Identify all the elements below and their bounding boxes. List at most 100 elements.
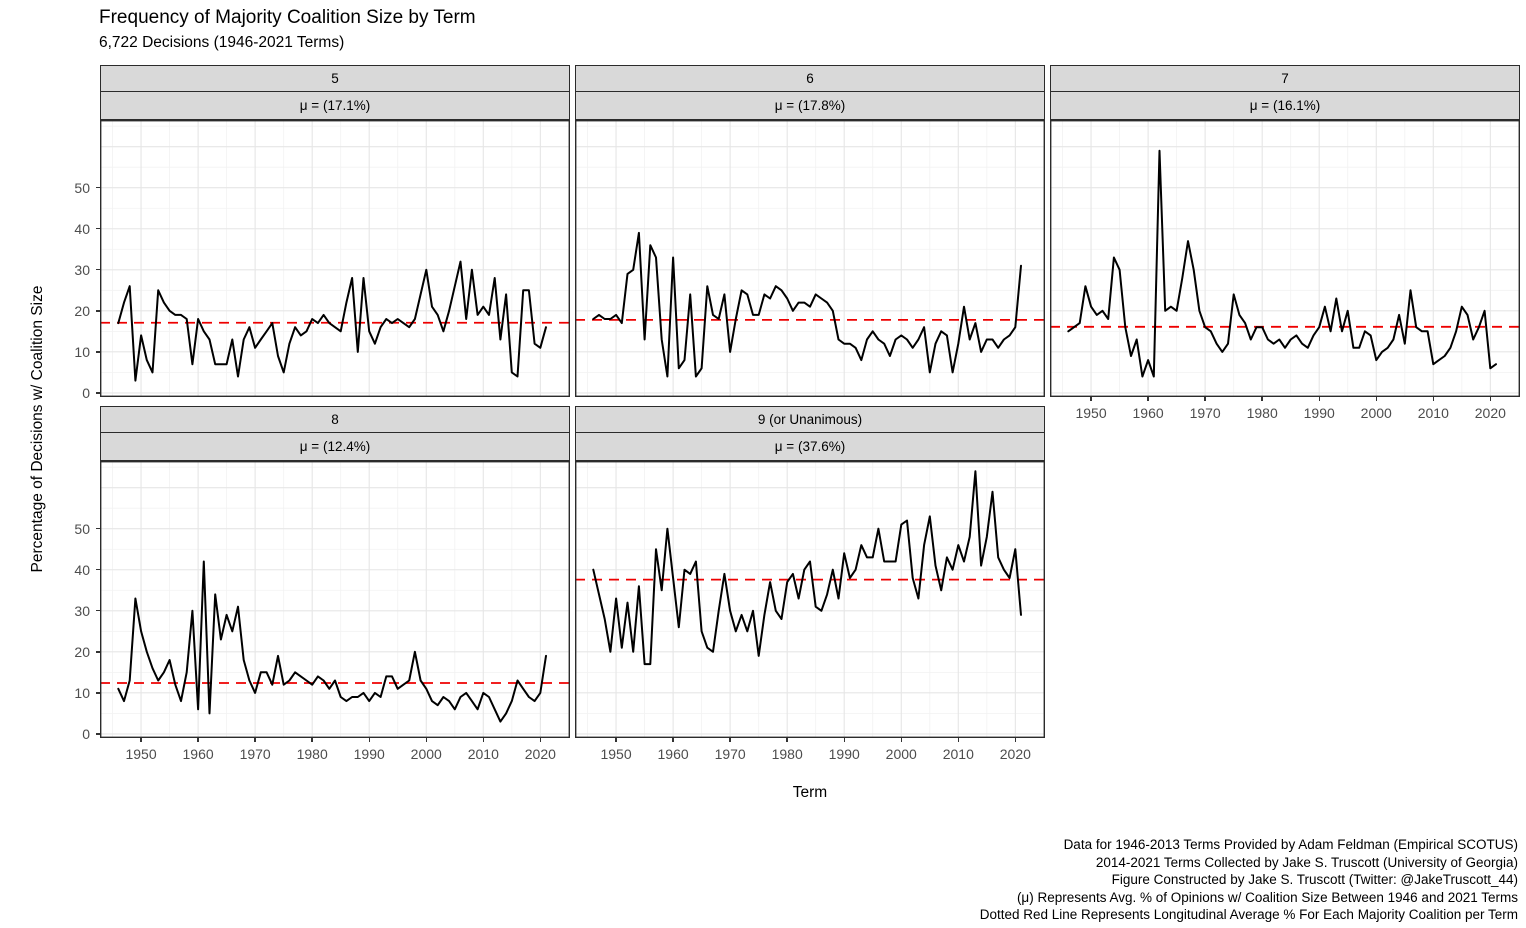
x-tick-mark — [368, 738, 370, 742]
facet-mu-label: μ = (17.8%) — [774, 98, 846, 113]
y-tick-label: 50 — [74, 520, 90, 537]
y-tick-mark — [96, 651, 100, 653]
facet-mu-label: μ = (37.6%) — [774, 439, 846, 454]
y-tick-mark — [96, 392, 100, 394]
y-tick-label: 40 — [74, 220, 90, 237]
y-tick-label: 10 — [74, 343, 90, 360]
x-tick-mark — [1432, 397, 1434, 401]
x-tick-label: 2000 — [885, 746, 917, 762]
x-tick-label: 1990 — [1303, 405, 1335, 421]
y-tick-mark — [96, 733, 100, 735]
x-tick-mark — [1489, 397, 1492, 401]
x-tick-label: 1990 — [828, 746, 860, 762]
x-tick-mark — [786, 738, 788, 742]
chart-subtitle: 6,722 Decisions (1946-2021 Terms) — [99, 34, 345, 51]
x-tick-label: 2000 — [410, 746, 442, 762]
x-tick-label: 1980 — [771, 746, 803, 762]
facet-label-strip: 8 — [100, 406, 570, 433]
x-tick-mark — [1375, 397, 1377, 401]
y-axis-title: Percentage of Decisions w/ Coalition Siz… — [29, 285, 46, 573]
x-tick-mark — [729, 738, 731, 742]
facet-9-or-unanimous: 9 (or Unanimous) μ = (37.6%) — [575, 406, 1045, 738]
x-tick-label: 2010 — [467, 746, 499, 762]
y-tick-label: 20 — [74, 302, 90, 319]
facet-panel-9 — [575, 461, 1045, 738]
facet-5: 5 μ = (17.1%) — [100, 65, 570, 397]
x-axis-bottom-middle: 1950 1960 1970 1980 1990 2000 2010 2020 — [575, 738, 1045, 766]
x-tick-mark — [1261, 397, 1263, 401]
facet-label-strip: 7 — [1050, 65, 1520, 92]
facet-mu-strip: μ = (12.4%) — [100, 433, 570, 461]
x-tick-label: 2010 — [942, 746, 974, 762]
facet-label: 5 — [331, 71, 339, 86]
x-tick-label: 1960 — [182, 746, 214, 762]
facet-mu-strip: μ = (37.6%) — [575, 433, 1045, 461]
y-tick-label: 30 — [74, 261, 90, 278]
caption-line: Data for 1946-2013 Terms Provided by Ada… — [1063, 837, 1518, 852]
facet-8: 8 μ = (12.4%) — [100, 406, 570, 738]
x-tick-mark — [197, 738, 199, 742]
y-tick-label: 50 — [74, 179, 90, 196]
x-tick-label: 1960 — [657, 746, 689, 762]
x-tick-mark — [311, 738, 313, 742]
facet-6: 6 μ = (17.8%) — [575, 65, 1045, 397]
y-tick-mark — [96, 351, 100, 353]
x-tick-label: 1970 — [714, 746, 746, 762]
facet-panel-7 — [1050, 120, 1520, 397]
x-tick-mark — [672, 738, 674, 742]
x-tick-mark — [1204, 397, 1206, 401]
caption: Data for 1946-2013 Terms Provided by Ada… — [980, 836, 1518, 924]
y-tick-label: 0 — [82, 725, 90, 742]
x-tick-label: 1960 — [1132, 405, 1164, 421]
x-tick-label: 1980 — [296, 746, 328, 762]
x-tick-label: 2000 — [1360, 405, 1392, 421]
facet-label: 8 — [331, 412, 339, 427]
facet-mu-label: μ = (17.1%) — [299, 98, 371, 113]
facet-label: 6 — [806, 71, 814, 86]
y-tick-mark — [96, 569, 100, 571]
x-tick-label: 2020 — [999, 746, 1031, 762]
y-tick-label: 20 — [74, 643, 90, 660]
y-tick-mark — [96, 310, 100, 312]
x-tick-mark — [1318, 397, 1320, 401]
x-tick-label: 1990 — [353, 746, 385, 762]
chart-title: Frequency of Majority Coalition Size by … — [99, 7, 476, 28]
x-axis-bottom-left: 1950 1960 1970 1980 1990 2000 2010 2020 — [100, 738, 570, 766]
y-tick-label: 0 — [82, 384, 90, 401]
caption-line: (μ) Represents Avg. % of Opinions w/ Coa… — [1016, 889, 1518, 905]
facet-panel-5 — [100, 120, 570, 397]
x-tick-mark — [1014, 738, 1017, 742]
facet-mu-label: μ = (12.4%) — [299, 439, 371, 454]
facet-label-strip: 6 — [575, 65, 1045, 92]
x-axis-top-right: 1950 1960 1970 1980 1990 2000 2010 2020 — [1050, 397, 1520, 425]
y-axis-bottom-row: 0 10 20 30 40 50 — [54, 461, 100, 742]
x-tick-mark — [957, 738, 959, 742]
y-tick-label: 10 — [74, 684, 90, 701]
y-tick-mark — [96, 692, 100, 694]
x-tick-label: 2010 — [1417, 405, 1449, 421]
y-tick-mark — [96, 528, 100, 530]
y-tick-mark — [96, 610, 100, 612]
facet-label-strip: 5 — [100, 65, 570, 92]
x-tick-label: 1950 — [600, 746, 632, 762]
x-tick-mark — [482, 738, 484, 742]
x-tick-mark — [539, 738, 542, 742]
x-tick-mark — [1090, 397, 1092, 401]
facet-label-strip: 9 (or Unanimous) — [575, 406, 1045, 433]
x-tick-mark — [254, 738, 256, 742]
y-axis-top-row: 0 10 20 30 40 50 — [54, 120, 100, 401]
x-tick-label: 1970 — [239, 746, 271, 762]
facet-panel-8 — [100, 461, 570, 738]
x-axis-title: Term — [792, 784, 828, 801]
x-tick-mark — [843, 738, 845, 742]
caption-line: Dotted Red Line Represents Longitudinal … — [979, 907, 1518, 922]
x-tick-mark — [140, 738, 142, 742]
y-tick-mark — [96, 187, 100, 189]
facet-mu-strip: μ = (17.8%) — [575, 92, 1045, 120]
x-tick-mark — [1147, 397, 1149, 401]
facet-label: 7 — [1281, 71, 1289, 86]
x-tick-label: 1980 — [1246, 405, 1278, 421]
y-tick-label: 40 — [74, 561, 90, 578]
facet-7: 7 μ = (16.1%) — [1050, 65, 1520, 397]
